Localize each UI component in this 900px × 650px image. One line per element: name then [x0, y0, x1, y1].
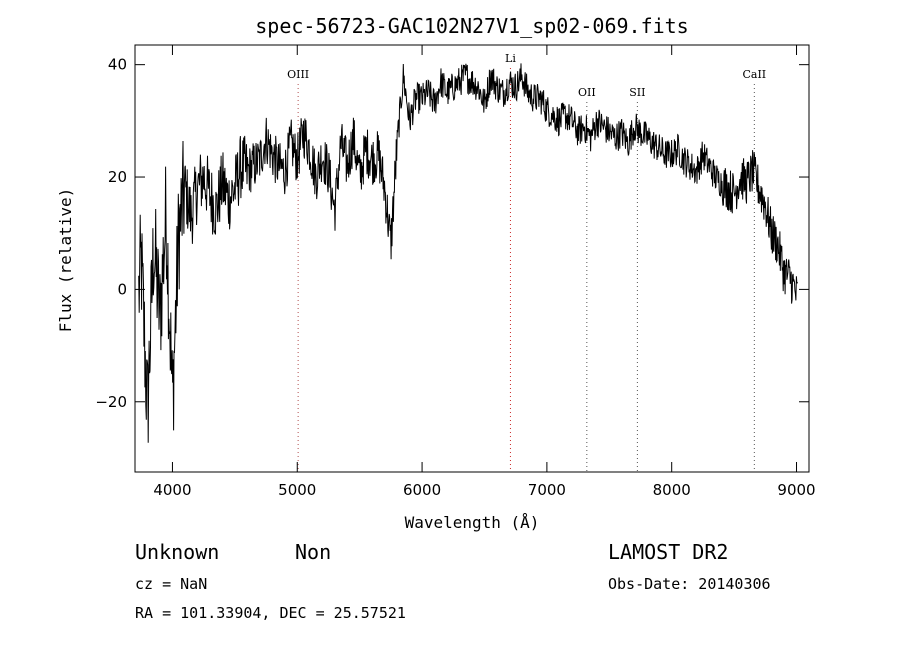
y-tick-label: 20	[108, 168, 127, 186]
coordinates-label: RA = 101.33904, DEC = 25.57521	[135, 604, 406, 622]
subclass-label: Non	[295, 540, 332, 564]
y-tick-label: 0	[117, 280, 127, 298]
line-label-li: Li	[505, 52, 516, 65]
x-tick-label: 6000	[403, 481, 441, 499]
chart-title: spec-56723-GAC102N27V1_sp02-069.fits	[255, 14, 688, 38]
class-label: Unknown	[135, 540, 220, 564]
line-label-oiii: OIII	[287, 68, 309, 81]
x-tick-label: 8000	[653, 481, 691, 499]
plot-frame	[134, 44, 810, 473]
line-label-caii: CaII	[742, 68, 766, 81]
x-tick-label: 4000	[153, 481, 191, 499]
y-axis-label: Flux (relative)	[56, 188, 75, 333]
x-tick-label: 5000	[278, 481, 316, 499]
y-tick-label: 40	[108, 56, 127, 74]
spectrum-line	[138, 63, 799, 443]
x-tick-label: 9000	[777, 481, 815, 499]
redshift-label: cz = NaN	[135, 575, 208, 593]
line-label-sii: SII	[629, 86, 645, 99]
survey-label: LAMOST DR2	[608, 540, 729, 564]
x-axis-label: Wavelength (Å)	[405, 513, 540, 532]
obs-date-label: Obs-Date: 20140306	[608, 575, 771, 593]
x-tick-label: 7000	[528, 481, 566, 499]
y-tick-label: −20	[95, 393, 127, 411]
line-label-oii: OII	[578, 86, 596, 99]
